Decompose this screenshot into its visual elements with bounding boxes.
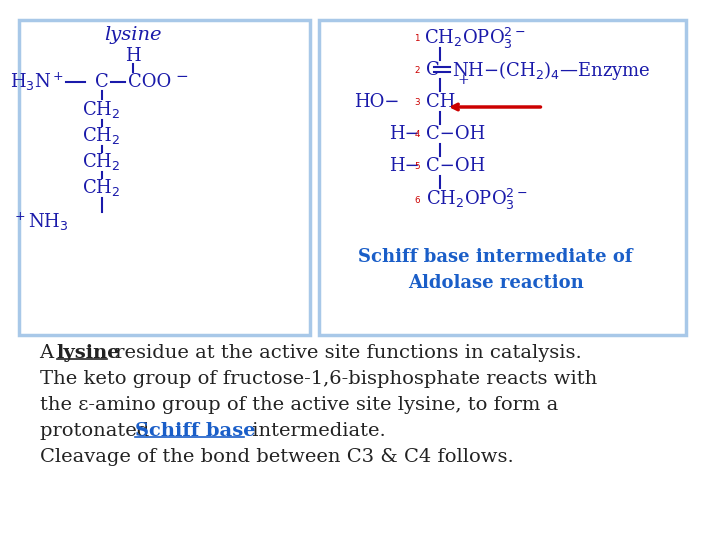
Text: CH$_2$OPO$_3^{2-}$: CH$_2$OPO$_3^{2-}$ [426,186,528,212]
Text: +: + [457,73,469,87]
Text: C−OH: C−OH [426,125,485,143]
Text: intermediate.: intermediate. [246,422,385,440]
Text: lysine: lysine [57,344,120,362]
Text: COO: COO [128,73,171,91]
Text: protonated: protonated [40,422,155,440]
Text: the ε-amino group of the active site lysine, to form a: the ε-amino group of the active site lys… [40,396,558,414]
Text: H−: H− [389,125,420,143]
Text: $_1$: $_1$ [414,31,421,44]
Text: NH−(CH$_2$)$_4$—Enzyme: NH−(CH$_2$)$_4$—Enzyme [451,58,650,82]
Text: $_6$: $_6$ [414,192,421,206]
Text: $_3$: $_3$ [414,96,421,109]
Text: CH$_2$: CH$_2$ [82,152,121,172]
Text: Cleavage of the bond between C3 & C4 follows.: Cleavage of the bond between C3 & C4 fol… [40,448,513,466]
Text: A: A [40,344,60,362]
Bar [19,20,310,335]
Text: $_5$: $_5$ [414,159,421,172]
Text: lysine: lysine [104,26,162,44]
Text: H−: H− [389,157,420,175]
Text: H: H [125,47,141,65]
Text: C: C [426,61,440,79]
Text: Schiff base intermediate of: Schiff base intermediate of [359,248,633,266]
Text: CH: CH [426,93,455,111]
Text: −: − [175,70,188,84]
Text: residue at the active site functions in catalysis.: residue at the active site functions in … [109,344,582,362]
Text: CH$_2$: CH$_2$ [82,125,121,146]
Text: Schiff base: Schiff base [135,422,256,440]
Text: $^+$NH$_3$: $^+$NH$_3$ [12,211,69,233]
Text: HO−: HO− [354,93,400,111]
Text: C−OH: C−OH [426,157,485,175]
Text: H$_3$N$^+$: H$_3$N$^+$ [10,71,64,93]
Text: $_4$: $_4$ [414,127,421,140]
Text: CH$_2$OPO$_3^{2-}$: CH$_2$OPO$_3^{2-}$ [424,25,526,51]
Text: C: C [95,73,109,91]
Text: CH$_2$: CH$_2$ [82,178,121,199]
Bar [319,20,686,335]
Text: Aldolase reaction: Aldolase reaction [408,274,583,292]
Text: $_2$: $_2$ [415,64,421,77]
Text: CH$_2$: CH$_2$ [82,99,121,120]
Text: The keto group of fructose-1,6-bisphosphate reacts with: The keto group of fructose-1,6-bisphosph… [40,370,597,388]
